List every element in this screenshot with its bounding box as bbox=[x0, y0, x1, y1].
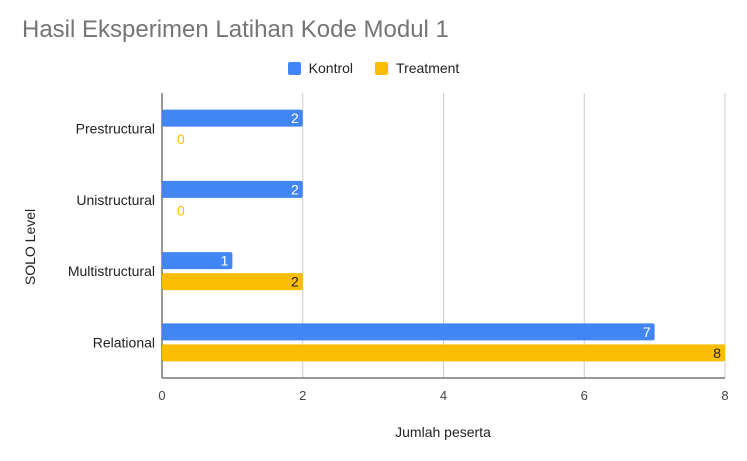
y-tick-label: Multistructural bbox=[68, 263, 155, 279]
data-label: 7 bbox=[643, 324, 651, 340]
data-label: 2 bbox=[291, 181, 299, 197]
data-label: 2 bbox=[291, 110, 299, 126]
data-label: 1 bbox=[221, 253, 229, 269]
legend: Kontrol Treatment bbox=[0, 60, 747, 76]
y-tick-label: Prestructural bbox=[76, 121, 155, 137]
bar-kontrol bbox=[162, 252, 233, 270]
data-label: 0 bbox=[177, 131, 185, 147]
y-tick-label: Relational bbox=[93, 334, 155, 350]
bar-treatment bbox=[162, 344, 725, 362]
x-tick-label: 0 bbox=[158, 388, 165, 403]
x-tick-label: 4 bbox=[440, 388, 447, 403]
legend-label-treatment: Treatment bbox=[396, 60, 460, 76]
bar-kontrol bbox=[162, 109, 303, 127]
legend-item-kontrol: Kontrol bbox=[287, 60, 354, 76]
legend-swatch-treatment bbox=[375, 61, 389, 75]
data-label: 8 bbox=[713, 345, 721, 361]
x-axis-label: Jumlah peserta bbox=[395, 424, 491, 440]
legend-swatch-kontrol bbox=[287, 61, 301, 75]
legend-label-kontrol: Kontrol bbox=[308, 60, 354, 76]
x-tick-label: 2 bbox=[299, 388, 306, 403]
data-label: 0 bbox=[177, 202, 185, 218]
x-tick-label: 8 bbox=[721, 388, 728, 403]
legend-item-treatment: Treatment bbox=[375, 60, 459, 76]
data-label: 2 bbox=[291, 274, 299, 290]
x-tick-label: 6 bbox=[581, 388, 588, 403]
bar-kontrol bbox=[162, 323, 655, 341]
bar-treatment bbox=[162, 273, 303, 291]
bar-kontrol bbox=[162, 180, 303, 198]
y-axis-label: SOLO Level bbox=[22, 209, 38, 285]
chart-title: Hasil Eksperimen Latihan Kode Modul 1 bbox=[22, 16, 449, 43]
y-tick-label: Unistructural bbox=[76, 192, 155, 208]
